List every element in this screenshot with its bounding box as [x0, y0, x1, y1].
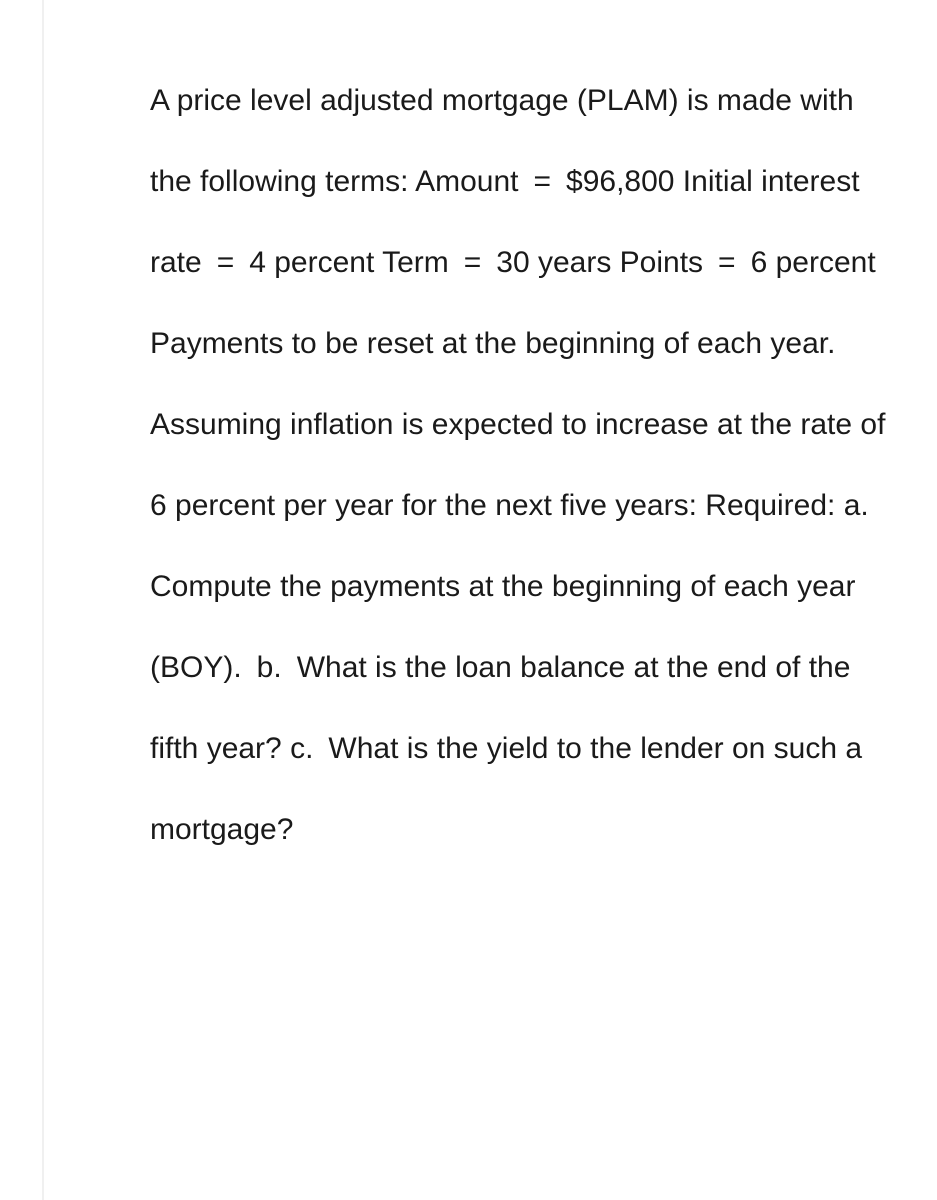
problem-text: A price level adjusted mortgage (PLAM) i…	[150, 60, 900, 870]
left-margin-border	[42, 0, 44, 1200]
